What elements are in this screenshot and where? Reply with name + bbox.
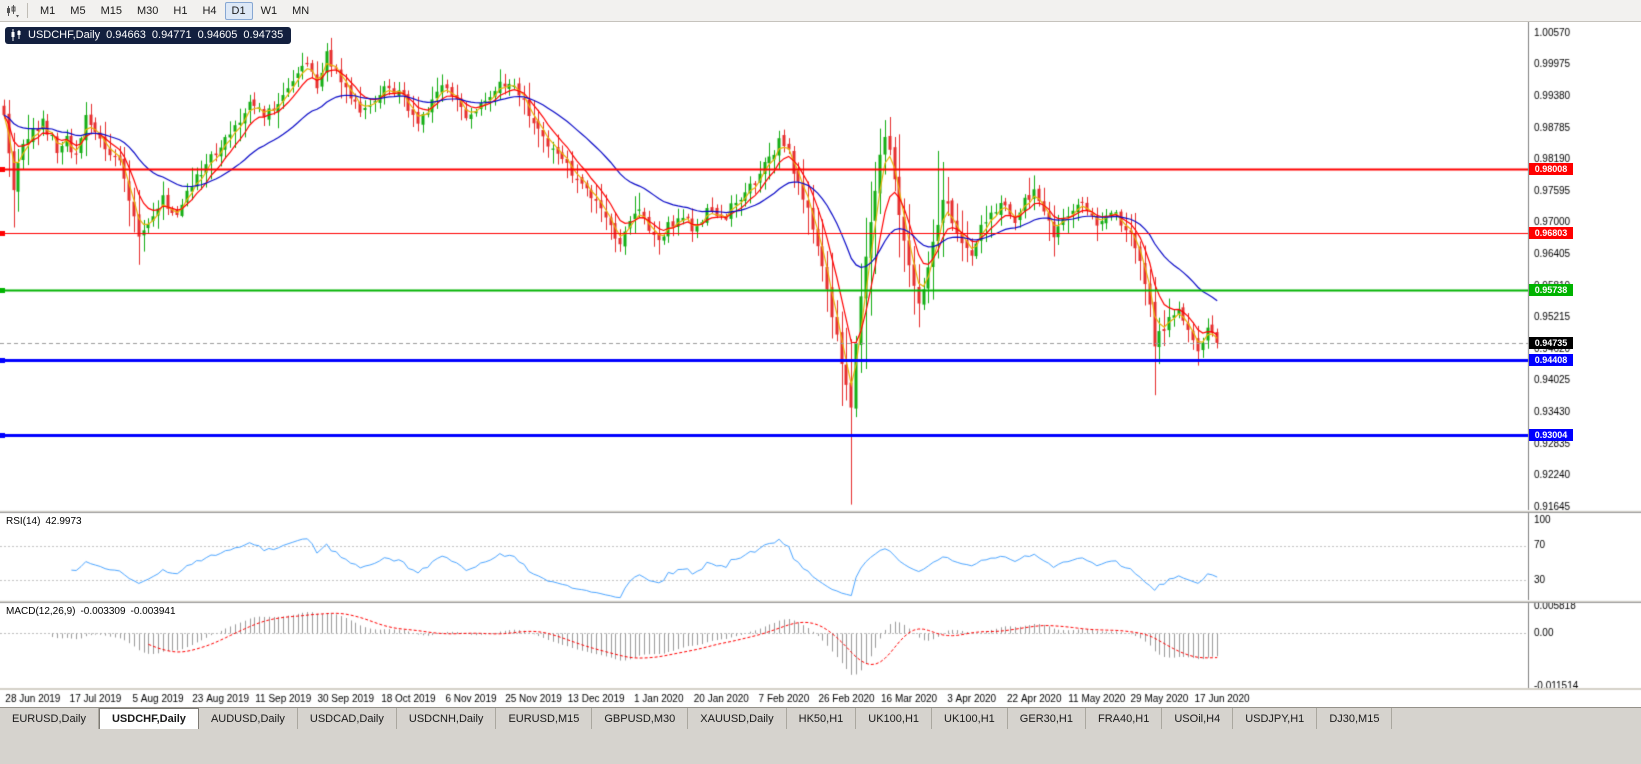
timeframe-w1-button[interactable]: W1 <box>254 2 285 20</box>
support-price-tag[interactable]: 0.93004 <box>1529 428 1573 441</box>
tab-uk100-h1-2[interactable]: UK100,H1 <box>932 708 1008 729</box>
rsi-value: 42.9973 <box>45 516 82 527</box>
timeframe-m15-button[interactable]: M15 <box>94 2 129 20</box>
rsi-name: RSI(14) <box>6 516 41 527</box>
timeframe-m1-button[interactable]: M1 <box>33 2 62 20</box>
tab-usdjpy-h1[interactable]: USDJPY,H1 <box>1233 708 1318 729</box>
tab-usdchf-daily[interactable]: USDCHF,Daily <box>98 708 199 729</box>
timeframe-h1-button[interactable]: H1 <box>166 2 194 20</box>
macd-name: MACD(12,26,9) <box>6 606 76 617</box>
resistance-price-tag[interactable]: 0.98008 <box>1529 163 1573 176</box>
chart-high-value: 0.94771 <box>151 29 192 41</box>
tab-eurusd-m15[interactable]: EURUSD,M15 <box>496 708 593 729</box>
chart-symbol-label: USDCHF,Daily <box>28 29 101 41</box>
macd-main-value: -0.003309 <box>80 606 126 617</box>
tab-xauusd-daily[interactable]: XAUUSD,Daily <box>688 708 787 729</box>
tab-usdcad-daily[interactable]: USDCAD,Daily <box>298 708 397 729</box>
rsi-indicator-label: RSI(14) 42.9973 <box>6 516 82 527</box>
timeframe-mn-button[interactable]: MN <box>285 2 316 20</box>
toolbar-separator <box>27 3 28 18</box>
chart-open-value: 0.94663 <box>106 29 146 41</box>
macd-signal-value: -0.003941 <box>130 606 176 617</box>
tab-gbpusd-m30[interactable]: GBPUSD,M30 <box>592 708 689 729</box>
tab-ger30-h1[interactable]: GER30,H1 <box>1008 708 1086 729</box>
timeframe-d1-button[interactable]: D1 <box>224 1 253 20</box>
macd-indicator-label: MACD(12,26,9) -0.003309 -0.003941 <box>6 606 176 617</box>
tab-hk50-h1[interactable]: HK50,H1 <box>787 708 857 729</box>
timeframe-m5-button[interactable]: M5 <box>63 2 92 20</box>
tab-eurusd-daily[interactable]: EURUSD,Daily <box>0 708 99 729</box>
tab-fra40-h1[interactable]: FRA40,H1 <box>1086 708 1163 729</box>
tab-usdcnh-daily[interactable]: USDCNH,Daily <box>397 708 497 729</box>
chart-tab-bar: EURUSD,Daily USDCHF,Daily AUDUSD,Daily U… <box>0 707 1641 729</box>
timeframe-m30-button[interactable]: M30 <box>130 2 165 20</box>
tab-audusd-daily[interactable]: AUDUSD,Daily <box>199 708 298 729</box>
tab-usoil-h4[interactable]: USOil,H4 <box>1162 708 1234 729</box>
chart-area: USDCHF,Daily 0.94663 0.94771 0.94605 0.9… <box>0 22 1641 707</box>
timeframe-h4-button[interactable]: H4 <box>195 2 223 20</box>
support-price-tag[interactable]: 0.94408 <box>1529 354 1573 367</box>
current-price-tag: 0.94735 <box>1529 336 1573 349</box>
chart-title-chip[interactable]: USDCHF,Daily 0.94663 0.94771 0.94605 0.9… <box>5 27 292 44</box>
chart-low-value: 0.94605 <box>197 29 238 41</box>
candlestick-icon <box>11 29 21 41</box>
timeframe-toolbar: M1 M5 M15 M30 H1 H4 D1 W1 MN <box>0 0 1641 22</box>
price-chart-canvas[interactable] <box>0 22 1641 707</box>
chart-close-value: 0.94735 <box>243 29 284 41</box>
support-price-tag[interactable]: 0.95738 <box>1529 283 1573 296</box>
resistance-price-tag[interactable]: 0.96803 <box>1529 227 1573 240</box>
tab-dj30-m15[interactable]: DJ30,M15 <box>1317 708 1393 729</box>
tab-uk100-h1[interactable]: UK100,H1 <box>856 708 933 729</box>
charts-icon[interactable] <box>4 2 22 20</box>
status-area <box>0 729 1641 764</box>
